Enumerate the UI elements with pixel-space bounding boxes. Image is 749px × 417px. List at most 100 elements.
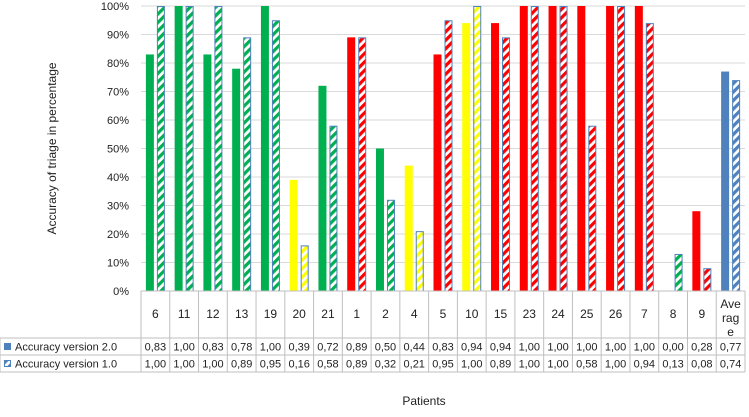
data-value-label: 0,72 [317, 342, 338, 354]
x-category-label: 4 [411, 307, 418, 321]
x-category-label: 5 [440, 307, 447, 321]
data-value-label: 0,94 [634, 359, 655, 371]
bar-v1 [415, 231, 424, 292]
bar-v2 [203, 54, 212, 292]
bar-v1 [530, 6, 539, 292]
bar-v1 [243, 37, 252, 292]
x-category-label: 8 [670, 307, 677, 321]
bar-v2 [318, 85, 327, 291]
data-value-label: 1,00 [173, 359, 194, 371]
x-category-label: 25 [580, 307, 594, 321]
x-category-label: Ave [720, 297, 741, 311]
bar-v2 [548, 6, 557, 291]
x-category-label: 26 [609, 307, 623, 321]
x-category-label: 11 [178, 307, 191, 321]
y-tick-label: 100% [101, 1, 129, 13]
x-category-label: 1 [353, 307, 360, 321]
data-value-label: 0,39 [288, 342, 309, 354]
data-value-label: 1,00 [605, 359, 626, 371]
data-value-label: 0,00 [662, 342, 683, 354]
data-value-label: 0,83 [432, 342, 453, 354]
bar-v1 [214, 6, 223, 292]
legend-series-name: Accuracy version 2.0 [15, 342, 117, 354]
bar-v1 [559, 6, 568, 292]
data-value-label: 0,89 [490, 359, 511, 371]
data-value-label: 0,32 [375, 359, 396, 371]
bar-v2 [577, 6, 586, 291]
data-value-label: 0,94 [461, 342, 482, 354]
bar-v1 [271, 20, 280, 292]
x-category-label: 21 [321, 307, 335, 321]
legend-series-name: Accuracy version 1.0 [15, 359, 117, 371]
bar-v2 [519, 6, 528, 291]
bar-v2 [606, 6, 615, 291]
bar-v2 [145, 54, 154, 292]
x-category-label: rag [722, 311, 739, 325]
x-axis-title: Patients [402, 394, 445, 408]
bar-v1 [703, 268, 712, 292]
data-value-label: 0,83 [202, 342, 223, 354]
bar-v1 [674, 253, 683, 292]
bar-v1 [358, 37, 367, 292]
data-value-label: 0,94 [490, 342, 511, 354]
bar-v1 [156, 6, 165, 292]
data-value-label: 1,00 [605, 342, 626, 354]
y-tick-label: 20% [107, 229, 129, 241]
bar-v1 [588, 125, 597, 292]
data-value-label: 0,95 [432, 359, 453, 371]
bar-v1 [300, 245, 309, 292]
data-value-label: 1,00 [461, 359, 482, 371]
data-value-label: 0,58 [317, 359, 338, 371]
data-value-label: 0,78 [231, 342, 252, 354]
bar-v2 [289, 179, 298, 291]
bar-v1 [645, 23, 654, 292]
data-value-label: 0,89 [231, 359, 252, 371]
data-value-label: 0,77 [720, 342, 741, 354]
y-axis-title: Accuracy of triage in percentage [45, 62, 59, 234]
x-category-label: 2 [382, 307, 389, 321]
bar-v2 [347, 37, 356, 291]
x-category-label: 7 [641, 307, 648, 321]
y-tick-label: 0% [113, 286, 129, 298]
x-category-label: e [727, 325, 734, 339]
data-value-label: 0,28 [691, 342, 712, 354]
y-tick-label: 70% [107, 87, 129, 99]
y-tick-label: 50% [107, 144, 129, 156]
data-value-label: 0,13 [662, 359, 683, 371]
data-value-label: 0,89 [346, 359, 367, 371]
x-category-label: 9 [699, 307, 706, 321]
x-category-label: 10 [465, 307, 479, 321]
bar-v1 [502, 37, 511, 292]
bar-v2 [721, 71, 730, 291]
bar-v2 [491, 23, 500, 291]
bar-v2 [375, 148, 384, 291]
bar-v1 [386, 199, 395, 292]
bar-v2 [232, 68, 241, 291]
data-value-label: 1,00 [145, 359, 166, 371]
x-category-label: 13 [235, 307, 249, 321]
bar-v2 [634, 6, 643, 291]
bar-v1 [444, 20, 453, 292]
y-tick-label: 10% [107, 258, 129, 270]
data-value-label: 1,00 [202, 359, 223, 371]
data-value-label: 0,95 [260, 359, 281, 371]
data-value-label: 0,16 [288, 359, 309, 371]
bar-v2 [462, 23, 471, 291]
data-value-label: 1,00 [547, 342, 568, 354]
data-value-label: 0,58 [576, 359, 597, 371]
x-category-label: 20 [293, 307, 307, 321]
x-category-label: 12 [206, 307, 220, 321]
data-value-label: 0,74 [720, 359, 741, 371]
bar-v1 [329, 125, 338, 292]
data-value-label: 0,50 [375, 342, 396, 354]
bar-v2 [404, 165, 413, 291]
data-value-label: 1,00 [519, 342, 540, 354]
y-tick-label: 80% [107, 58, 129, 70]
bar-v2 [433, 54, 442, 292]
bar-v2 [260, 6, 269, 291]
data-value-label: 0,08 [691, 359, 712, 371]
y-tick-label: 90% [107, 30, 129, 42]
y-tick-label: 30% [107, 201, 129, 213]
legend-key-version-1 [4, 360, 11, 367]
